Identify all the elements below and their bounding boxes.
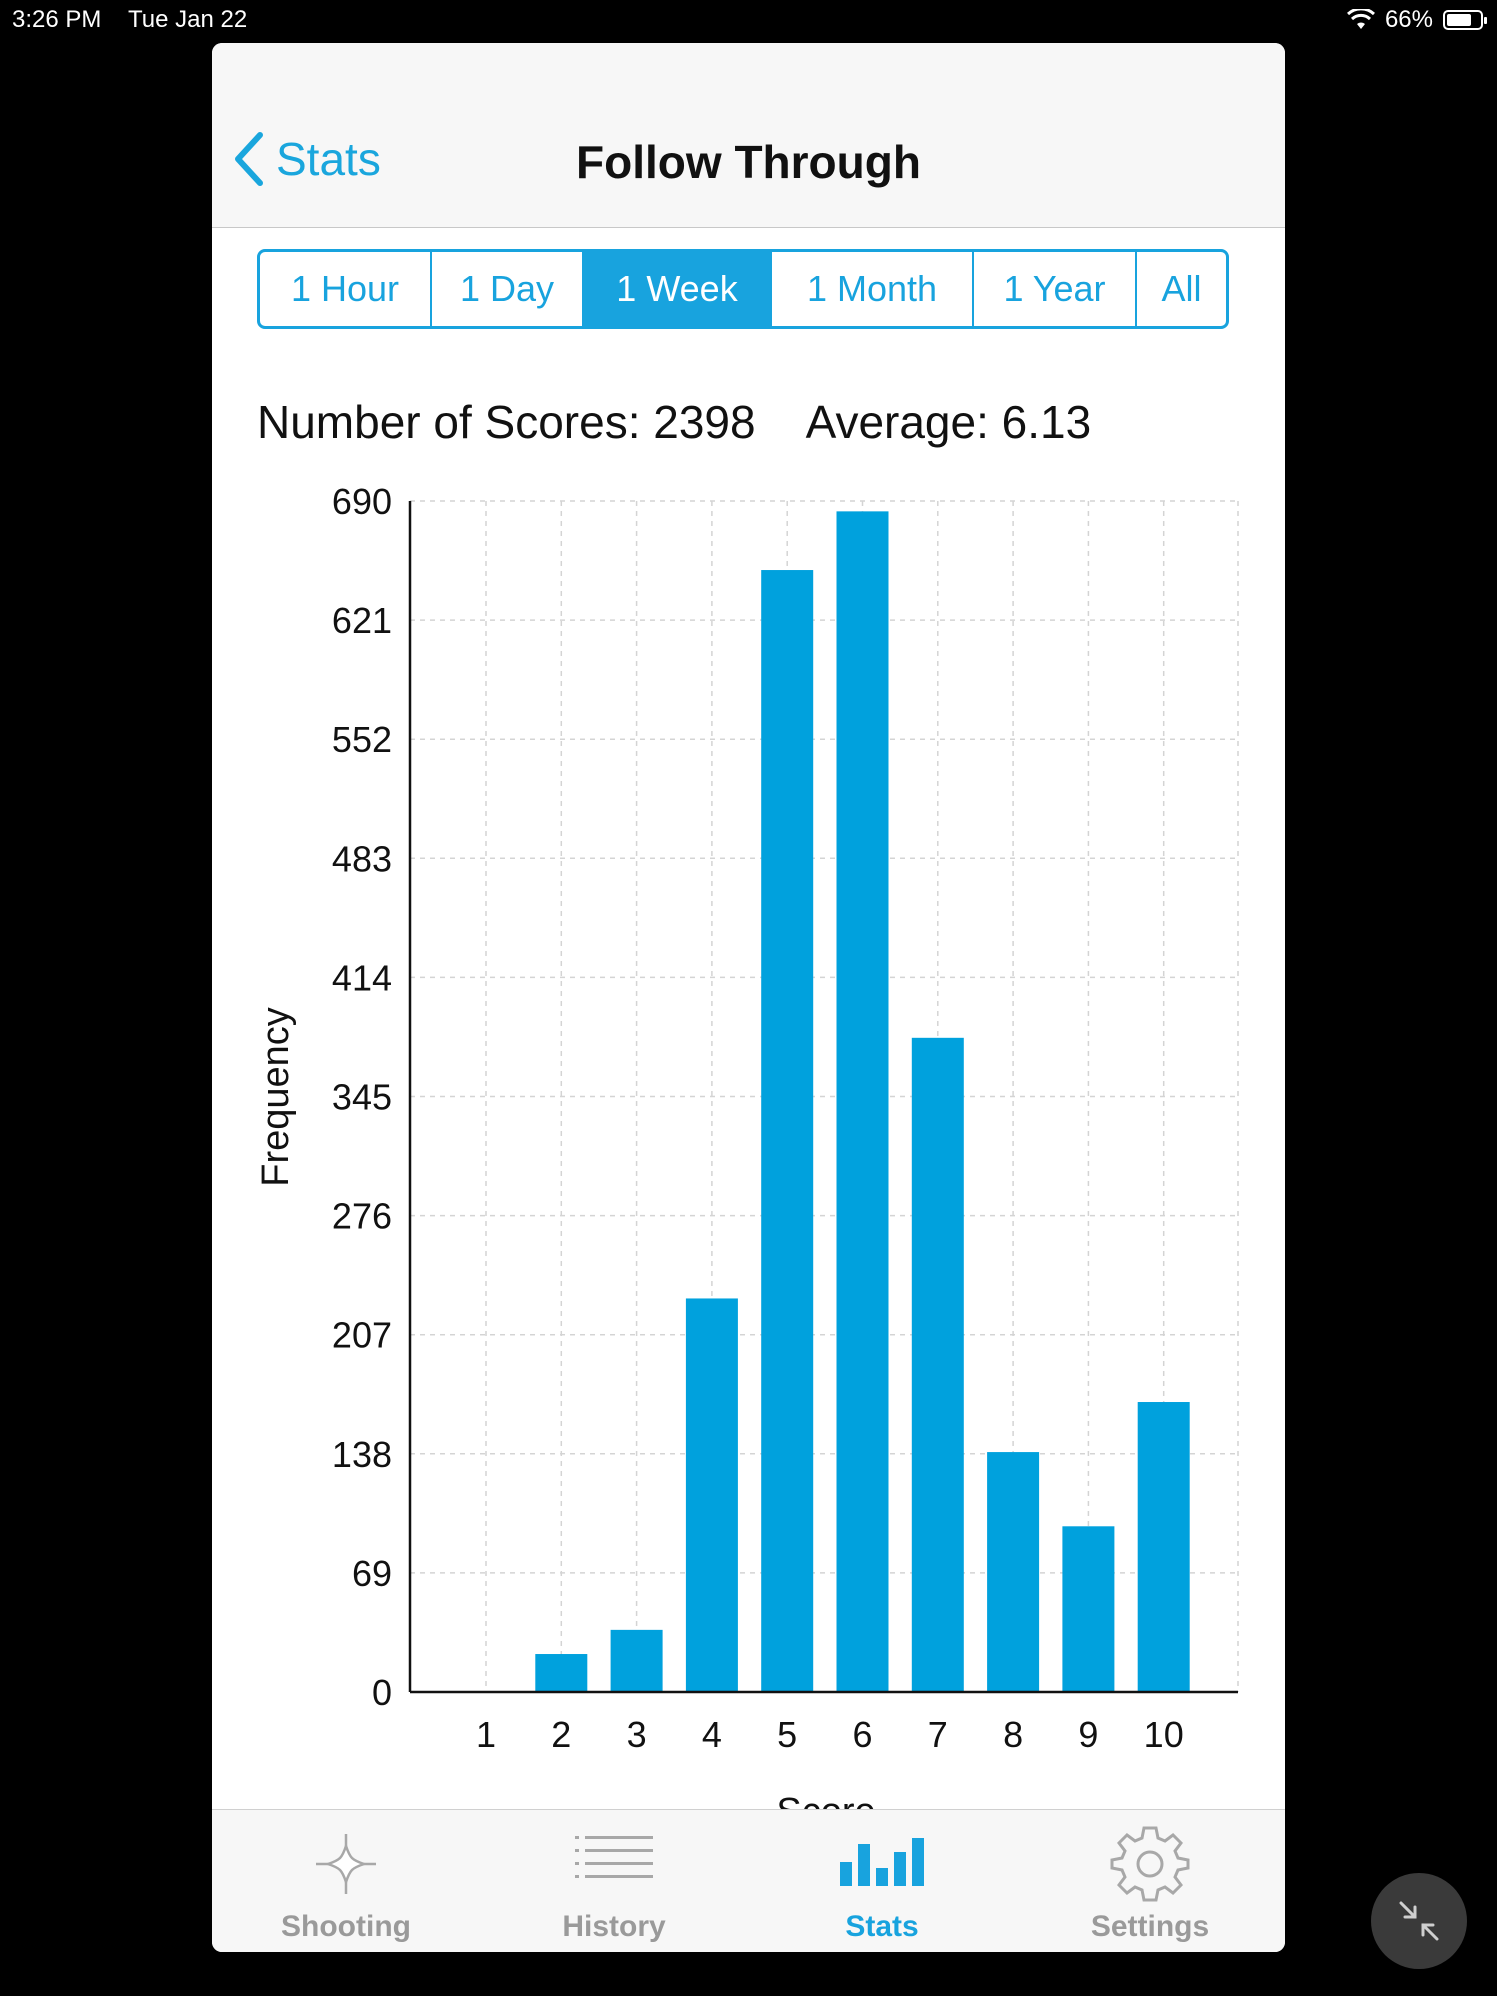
x-tick-label: 6 xyxy=(852,1714,872,1755)
y-tick-label: 69 xyxy=(352,1553,392,1594)
status-bar: 3:26 PM Tue Jan 22 66% xyxy=(0,0,1497,40)
segment-1-hour[interactable]: 1 Hour xyxy=(260,252,432,326)
y-tick-label: 345 xyxy=(332,1077,392,1118)
segment-1-month[interactable]: 1 Month xyxy=(772,252,974,326)
minimize-arrows-icon xyxy=(1399,1901,1439,1941)
tab-settings-label: Settings xyxy=(1090,1910,1210,1943)
tab-bar: Shooting History xyxy=(212,1809,1285,1952)
status-right: 66% xyxy=(1346,6,1487,34)
score-count: Number of Scores: 2398 xyxy=(257,396,756,448)
y-tick-label: 0 xyxy=(372,1672,392,1713)
score-average: Average: 6.13 xyxy=(805,396,1092,448)
segment-1-year[interactable]: 1 Year xyxy=(974,252,1137,326)
crosshair-icon xyxy=(316,1834,376,1894)
tab-history-label: History xyxy=(562,1910,666,1943)
status-time: 3:26 PM xyxy=(12,6,102,33)
bar-score-2 xyxy=(535,1654,588,1692)
back-button-label: Stats xyxy=(276,133,381,185)
battery-icon xyxy=(1443,10,1487,30)
bar-score-9 xyxy=(1062,1526,1115,1692)
x-tick-label: 7 xyxy=(928,1714,948,1755)
bar-score-4 xyxy=(685,1298,738,1692)
score-summary: Number of Scores: 2398 Average: 6.13 xyxy=(257,395,1091,449)
bar-chart-icon xyxy=(840,1838,924,1886)
y-tick-label: 621 xyxy=(332,600,392,641)
x-tick-label: 3 xyxy=(627,1714,647,1755)
x-tick-label: 1 xyxy=(476,1714,496,1755)
tab-stats-label: Stats xyxy=(845,1910,919,1943)
segment-1-day[interactable]: 1 Day xyxy=(432,252,584,326)
y-tick-label: 552 xyxy=(332,719,392,760)
gear-icon xyxy=(1110,1826,1190,1902)
y-tick-label: 276 xyxy=(332,1196,392,1237)
assistive-touch-button[interactable] xyxy=(1371,1873,1467,1969)
bar-score-7 xyxy=(911,1037,964,1692)
y-tick-label: 207 xyxy=(332,1315,392,1356)
status-date: Tue Jan 22 xyxy=(128,6,248,33)
tab-shooting-label: Shooting xyxy=(281,1910,411,1943)
tab-stats[interactable]: Stats xyxy=(748,1810,1016,1952)
app-window: Stats Follow Through 1 Hour 1 Day 1 Week… xyxy=(212,43,1285,1952)
y-tick-label: 414 xyxy=(332,957,392,998)
back-button[interactable]: Stats xyxy=(234,131,381,187)
y-tick-label: 483 xyxy=(332,838,392,879)
segment-1-week[interactable]: 1 Week xyxy=(584,252,772,326)
x-tick-label: 9 xyxy=(1078,1714,1098,1755)
navigation-bar: Stats Follow Through xyxy=(212,43,1285,228)
y-tick-label: 690 xyxy=(332,481,392,522)
segment-all[interactable]: All xyxy=(1161,268,1202,309)
chevron-left-icon xyxy=(235,132,263,186)
x-tick-label: 2 xyxy=(551,1714,571,1755)
time-range-segmented-control: 1 Hour 1 Day 1 Week 1 Month 1 Year All xyxy=(257,249,1229,329)
tab-shooting[interactable]: Shooting xyxy=(212,1810,480,1952)
x-tick-label: 4 xyxy=(702,1714,722,1755)
bar-score-3 xyxy=(610,1629,663,1692)
bar-score-6 xyxy=(836,511,889,1693)
list-icon xyxy=(575,1836,653,1878)
battery-percent: 66% xyxy=(1384,6,1433,33)
bar-score-5 xyxy=(761,570,814,1692)
y-axis-label: Frequency xyxy=(255,1007,297,1187)
tab-settings[interactable]: Settings xyxy=(1016,1810,1284,1952)
wifi-icon xyxy=(1346,9,1375,29)
y-tick-label: 138 xyxy=(332,1434,392,1475)
page-title: Follow Through xyxy=(576,136,921,188)
x-tick-label: 10 xyxy=(1144,1714,1184,1755)
tab-history[interactable]: History xyxy=(480,1810,748,1952)
bar-score-8 xyxy=(987,1452,1040,1692)
x-tick-label: 5 xyxy=(777,1714,797,1755)
x-tick-label: 8 xyxy=(1003,1714,1023,1755)
bar-score-10 xyxy=(1137,1402,1190,1692)
